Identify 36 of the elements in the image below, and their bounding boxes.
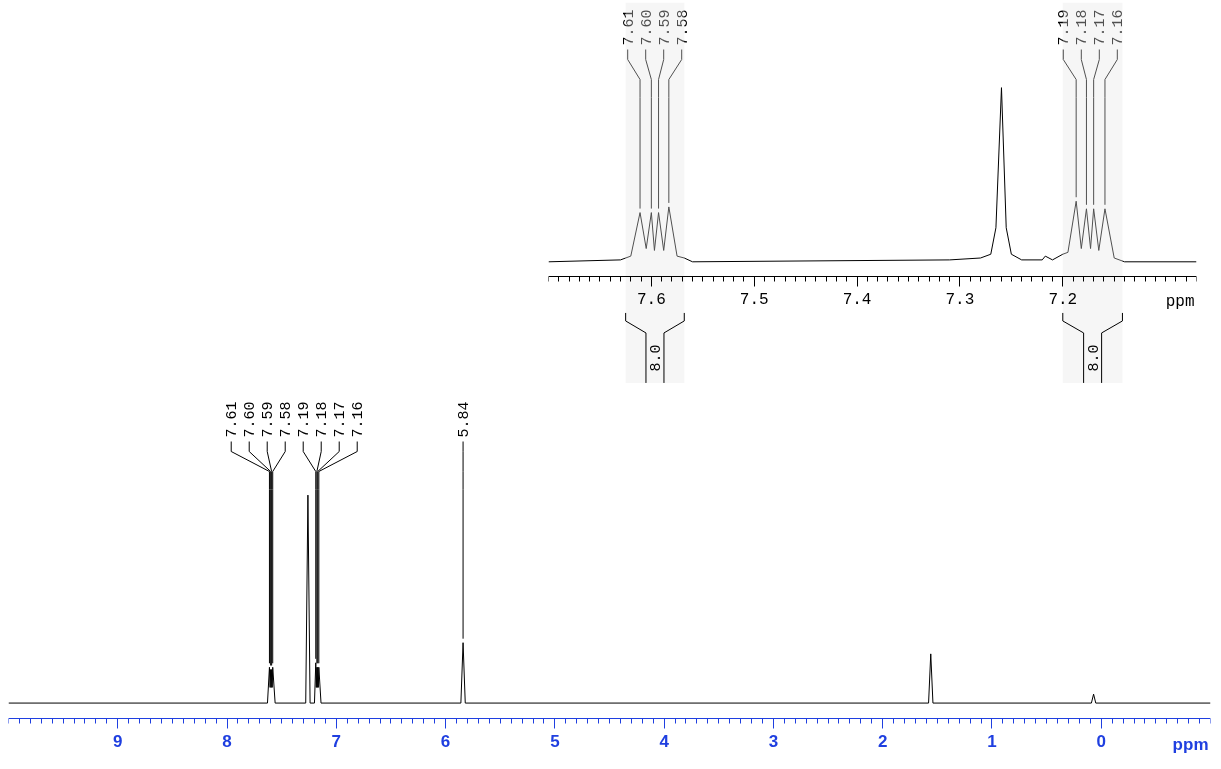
band-label: 8.0 bbox=[647, 344, 665, 372]
annotation: 7.17 bbox=[332, 401, 350, 438]
annotation: 7.59 bbox=[260, 401, 278, 438]
x-axis-title: ppm bbox=[1165, 292, 1195, 311]
x-tick-label: 4 bbox=[659, 731, 670, 751]
x-tick-label: 7.2 bbox=[1048, 290, 1078, 309]
annotation: 7.58 bbox=[674, 9, 692, 46]
x-tick-label: 7 bbox=[331, 731, 342, 751]
annotation: 7.59 bbox=[656, 9, 674, 46]
annotation: 7.16 bbox=[350, 401, 368, 438]
annotation: 5.84 bbox=[456, 401, 474, 438]
x-tick-label: 8 bbox=[222, 731, 232, 751]
x-tick-label: 0 bbox=[1096, 731, 1106, 751]
annotation: 7.61 bbox=[224, 401, 242, 438]
x-tick-label: 7.5 bbox=[739, 290, 769, 309]
x-tick-label: 3 bbox=[768, 731, 779, 751]
x-tick-label: 2 bbox=[877, 731, 888, 751]
annotation: 7.19 bbox=[1056, 9, 1074, 46]
annotation: 7.18 bbox=[1074, 9, 1092, 46]
annotation: 7.17 bbox=[1092, 9, 1110, 46]
annotation: 7.60 bbox=[638, 9, 656, 46]
annotation: 7.60 bbox=[242, 401, 260, 438]
x-tick-label: 7.4 bbox=[842, 290, 872, 309]
x-tick-label: 7.3 bbox=[945, 290, 975, 309]
x-tick-label: 6 bbox=[440, 731, 451, 751]
annotation: 7.18 bbox=[314, 401, 332, 438]
band-label: 8.0 bbox=[1085, 344, 1103, 372]
x-axis-title: ppm bbox=[1172, 734, 1209, 754]
annotation: 7.58 bbox=[278, 401, 296, 438]
annotation: 7.19 bbox=[296, 401, 314, 438]
annotation: 7.16 bbox=[1110, 9, 1128, 46]
x-tick-label: 1 bbox=[987, 731, 997, 751]
x-tick-label: 5 bbox=[550, 731, 560, 751]
x-tick-label: 9 bbox=[113, 731, 123, 751]
annotation: 7.61 bbox=[620, 9, 638, 46]
x-tick-label: 7.6 bbox=[636, 290, 666, 309]
